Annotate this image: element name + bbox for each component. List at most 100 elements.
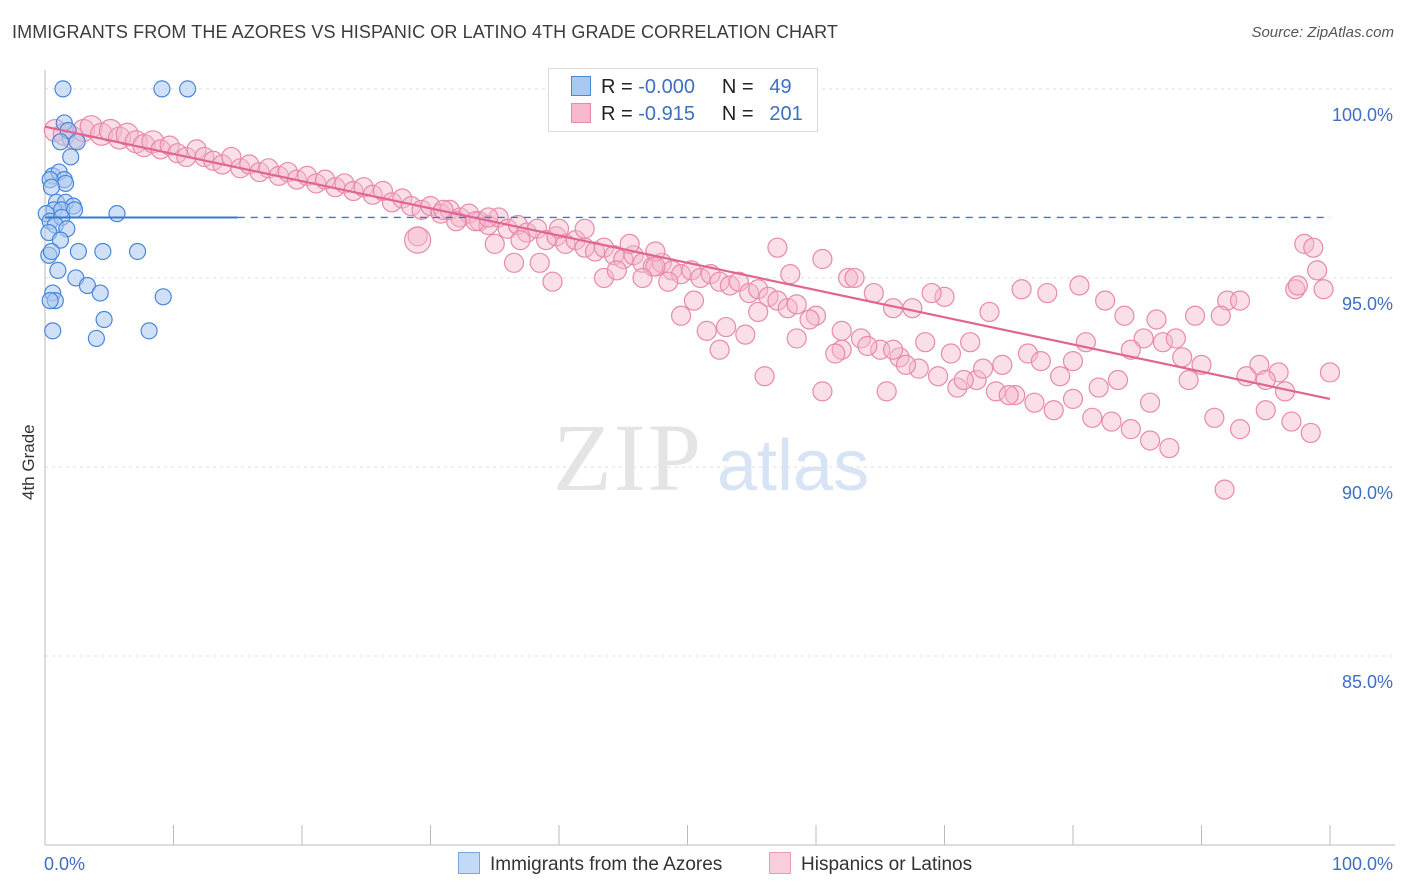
azores-point — [68, 133, 86, 151]
y-tick-labels: 85.0% 90.0% 95.0% 100.0% — [1332, 105, 1393, 692]
azores-point — [42, 242, 61, 261]
azores-point — [140, 322, 158, 340]
watermark-zip: ZIP — [553, 404, 703, 511]
hispanic-point — [683, 290, 705, 311]
hispanic-point — [1152, 332, 1174, 353]
hispanic-point — [1107, 369, 1129, 391]
hispanic-point — [1287, 275, 1308, 296]
x-tick-label-min: 0.0% — [44, 854, 85, 874]
hispanic-point — [1017, 343, 1039, 364]
hispanic-point — [1313, 279, 1334, 300]
hispanic-point — [1030, 350, 1051, 372]
hispanic-point — [632, 267, 653, 289]
hispanic-point — [915, 332, 936, 353]
hispanic-point — [1307, 260, 1328, 281]
y-tick-label: 90.0% — [1342, 483, 1393, 503]
hispanic-point — [767, 237, 788, 258]
hispanic-point — [979, 301, 1000, 323]
azores-point — [62, 148, 80, 166]
hispanic-point — [606, 260, 627, 281]
hispanic-point — [908, 358, 929, 379]
hispanic-point — [1120, 419, 1141, 440]
hispanic-point — [1268, 362, 1289, 383]
hispanic-point — [748, 301, 769, 323]
axes — [44, 70, 1395, 846]
bottom-legend-hispanic[interactable]: Hispanics or Latinos — [769, 852, 972, 876]
azores-point — [94, 242, 112, 261]
correlation-legend: R = -0.000 N = 49 R = -0.915 N = 201 — [548, 68, 818, 132]
hispanic-point — [1204, 407, 1225, 428]
hispanic-point — [934, 286, 955, 307]
trend-lines — [44, 125, 1331, 400]
bottom-legend-label-hispanic: Hispanics or Latinos — [801, 854, 973, 875]
hispanic-point — [1159, 437, 1180, 459]
hispanic-point — [921, 282, 942, 304]
legend-n-label-hispanic: N = — [721, 103, 754, 125]
azores-points — [37, 80, 197, 348]
azores-point — [42, 178, 61, 196]
hispanic-point — [709, 339, 730, 360]
azores-point — [108, 205, 126, 223]
y-tick-label: 100.0% — [1332, 105, 1393, 125]
azores-point — [95, 310, 113, 329]
hispanic-point — [159, 135, 180, 156]
hispanic-point — [1255, 400, 1276, 421]
azores-point — [91, 284, 109, 302]
x-tick-label-max: 100.0% — [1332, 854, 1393, 874]
hispanic-point — [799, 309, 820, 330]
hispanic-point — [696, 320, 717, 341]
hispanic-point — [1139, 392, 1161, 413]
hispanic-point — [1011, 279, 1032, 300]
hispanic-point — [115, 122, 139, 146]
hispanic-point — [1088, 377, 1109, 398]
hispanic-point — [960, 332, 981, 353]
bottom-legend-azores[interactable]: Immigrants from the Azores — [458, 852, 722, 876]
hispanic-point — [1285, 279, 1306, 300]
hispanic-point — [895, 354, 917, 375]
hispanic-point — [825, 343, 846, 364]
y-tick-label: 95.0% — [1342, 294, 1393, 314]
legend-r-label-azores: R = — [601, 76, 633, 98]
hispanic-trend-line — [44, 125, 1331, 400]
azores-point — [51, 231, 70, 249]
hispanic-point — [940, 343, 962, 364]
hispanic-point — [574, 218, 595, 239]
legend-n-label-azores: N = — [721, 76, 754, 98]
hispanic-point — [735, 324, 756, 345]
hispanic-point — [1281, 411, 1302, 432]
hispanic-point — [529, 252, 550, 273]
hispanic-point — [715, 316, 737, 338]
y-axis-label: 4th Grade — [19, 424, 38, 500]
azores-point — [153, 80, 171, 98]
hispanic-point — [953, 369, 974, 391]
azores-point — [69, 242, 88, 261]
hispanic-point — [503, 252, 525, 273]
bottom-legend-swatch-hispanic — [769, 852, 791, 874]
legend-n-value-azores: 49 — [769, 76, 792, 98]
legend-swatch-azores — [571, 76, 591, 96]
hispanic-point — [484, 233, 505, 255]
hispanic-point — [876, 381, 897, 402]
hispanic-point — [1133, 328, 1154, 349]
hispanic-point — [658, 271, 679, 292]
legend-n-value-hispanic: 201 — [769, 103, 803, 125]
hispanic-point — [690, 267, 711, 289]
hispanic-point — [1139, 430, 1161, 451]
hispanic-point — [1229, 290, 1251, 311]
hispanic-point — [1178, 369, 1199, 391]
hispanic-point — [748, 279, 769, 300]
hispanic-point — [927, 366, 949, 387]
hispanic-point — [805, 305, 827, 326]
hispanic-point — [1229, 419, 1251, 440]
hispanic-point — [786, 328, 807, 349]
hispanic-point — [1303, 237, 1324, 258]
hispanic-point — [972, 358, 994, 379]
hispanic-point — [1114, 305, 1135, 326]
hispanic-point — [754, 366, 775, 387]
azores-point — [44, 322, 62, 340]
hispanic-point — [542, 271, 563, 292]
source-label: Source: ZipAtlas.com — [1251, 24, 1394, 41]
hispanic-point — [831, 320, 852, 341]
azores-point — [179, 80, 197, 98]
hispanic-point — [1210, 305, 1231, 326]
